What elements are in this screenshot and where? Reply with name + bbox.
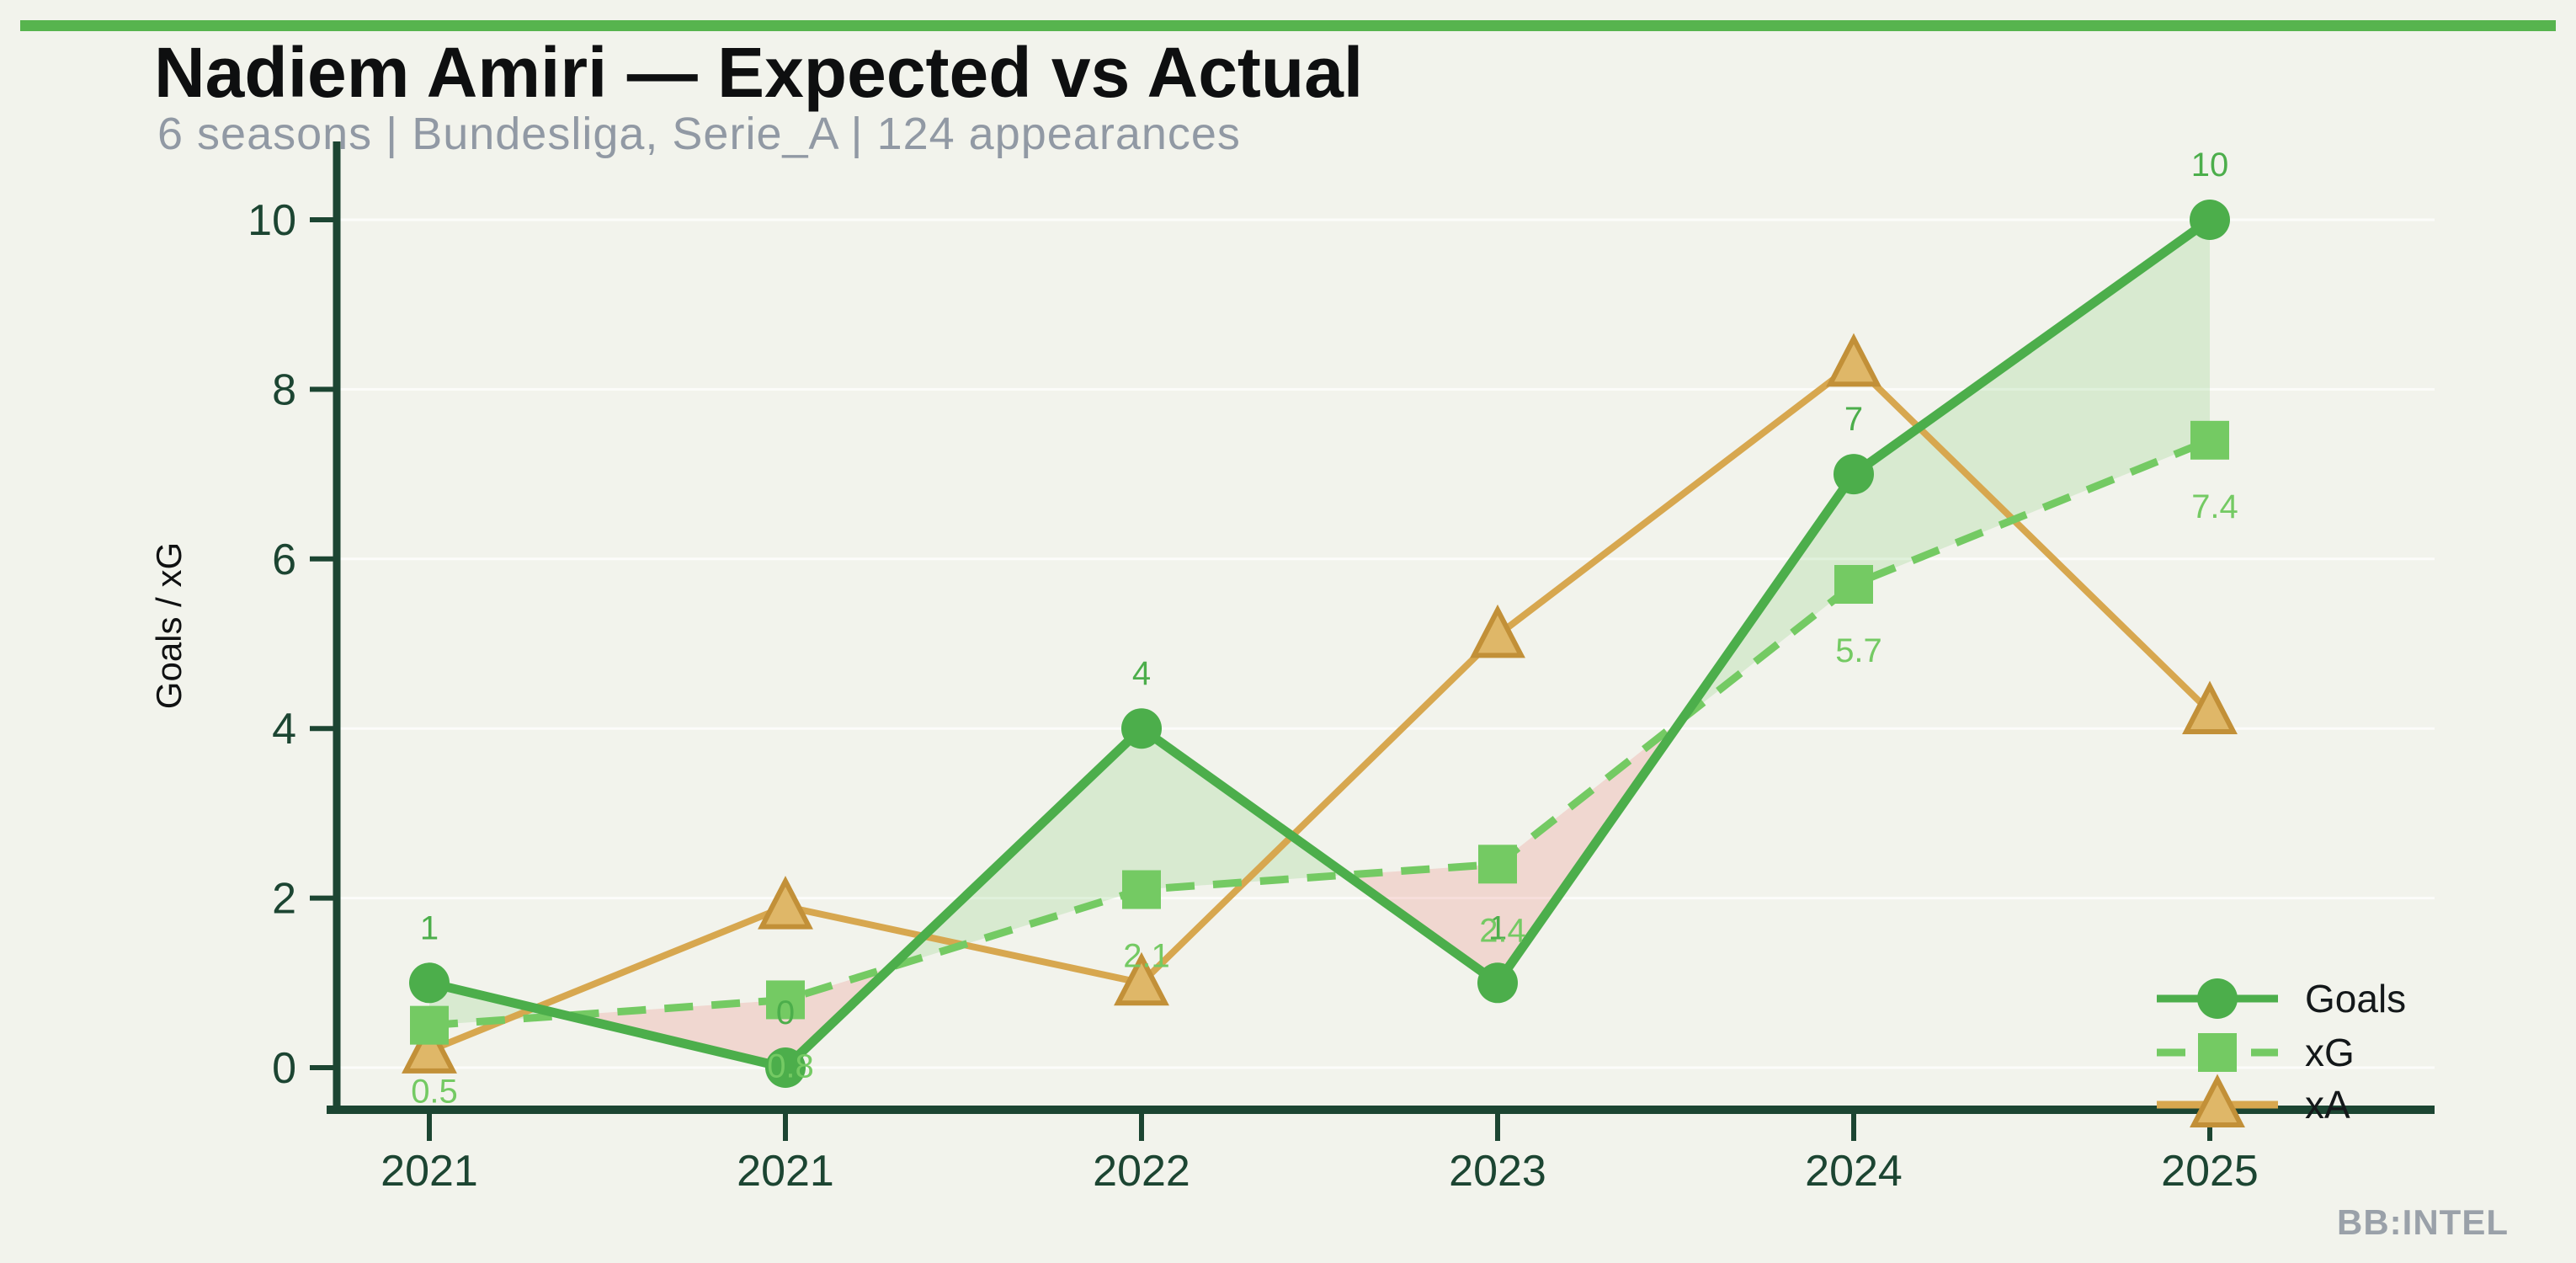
legend-marker-xg [2198, 1033, 2237, 1072]
xa-marker [402, 1020, 457, 1074]
x-tick-label: 2022 [1093, 1147, 1190, 1196]
goals-marker [765, 1047, 806, 1088]
x-tick-label: 2021 [381, 1147, 478, 1196]
goals-marker [1121, 708, 1162, 749]
legend-label-xa: xA [2305, 1083, 2350, 1127]
xg-marker [410, 1005, 449, 1045]
goals-marker [1834, 454, 1874, 495]
goals-value-label: 4 [1132, 655, 1151, 692]
xg-line [428, 436, 2211, 1030]
goals-value-label: 1 [1488, 909, 1507, 946]
xa-line [428, 360, 2212, 1054]
accent-bar [20, 20, 2556, 31]
xg-marker [1122, 870, 1161, 909]
x-tick-label: 2021 [737, 1147, 834, 1196]
goals-value-label: 0 [776, 994, 795, 1031]
goals-value-label: 1 [420, 909, 439, 946]
xg-value-label: 5.7 [1835, 632, 1882, 669]
x-tick-label: 2024 [1805, 1147, 1903, 1196]
xg-marker [1478, 845, 1517, 884]
xg-value-label: 2.4 [1479, 912, 1526, 949]
goals-marker [409, 962, 450, 1004]
band-over [1854, 220, 2210, 585]
y-tick-label: 2 [272, 875, 296, 924]
xg-value-label: 0.5 [411, 1074, 458, 1111]
xa-marker [2182, 680, 2238, 735]
xg-marker [766, 980, 805, 1020]
legend-label-goals: Goals [2305, 977, 2406, 1021]
xa-marker [1470, 604, 1525, 658]
xa-marker [1114, 951, 1169, 1006]
legend-marker-goals [2197, 978, 2238, 1019]
y-tick-label: 8 [272, 365, 296, 414]
goals-line [428, 216, 2213, 1073]
y-tick-label: 6 [272, 536, 296, 584]
x-tick-label: 2025 [2161, 1147, 2259, 1196]
goals-value-label: 7 [1844, 401, 1863, 438]
xg-value-label: 2.1 [1123, 938, 1170, 975]
xg-marker [1834, 565, 1873, 605]
goals-marker [2190, 200, 2230, 240]
legend-marker-xa [2190, 1074, 2245, 1127]
x-tick-label: 2023 [1449, 1147, 1546, 1196]
legend-label-xg: xG [2305, 1031, 2355, 1074]
watermark: BB:INTEL [2337, 1202, 2509, 1242]
xa-marker [758, 876, 813, 930]
goals-value-label: 10 [2191, 147, 2229, 184]
goals-marker [1477, 962, 1518, 1004]
xg-marker [2190, 420, 2229, 460]
xg-value-label: 0.8 [767, 1047, 814, 1084]
y-axis-title: Goals / xG [149, 542, 189, 709]
y-tick-label: 10 [247, 196, 296, 245]
xg-value-label: 7.4 [2191, 488, 2238, 525]
page-title: Nadiem Amiri — Expected vs Actual [154, 33, 1364, 112]
y-tick-label: 4 [272, 705, 296, 754]
xa-marker [1826, 333, 1881, 387]
y-tick-label: 0 [272, 1044, 296, 1093]
